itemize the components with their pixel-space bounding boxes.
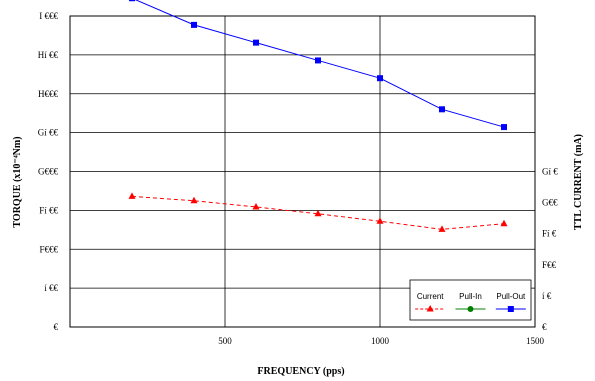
y-right-tick-label: Fí € <box>542 229 557 239</box>
legend-marker-pull-in <box>467 306 474 312</box>
y-tick-label: H€€€ <box>38 89 58 99</box>
y-axis-title: TORQUE (x10⁻⁴Nm) <box>12 136 23 227</box>
legend: Current Pull-In Pull-Out <box>409 279 532 321</box>
y-right-tick-label: € <box>542 322 547 332</box>
x-tick-label: 500 <box>218 336 232 346</box>
y-tick-label: F€€€ <box>39 244 58 254</box>
data-point-pull-out <box>501 124 507 131</box>
y-tick-label: I €€€ <box>39 11 58 21</box>
legend-box <box>409 279 532 321</box>
data-point-current <box>252 202 260 210</box>
data-point-current <box>314 209 322 217</box>
series-line-pull-out <box>134 0 505 128</box>
legend-marker-current <box>426 305 434 312</box>
gridlines <box>70 16 535 327</box>
x-axis-title: FREQUENCY (pps) <box>257 366 344 377</box>
legend-label-pull-in: Pull-In <box>459 292 482 301</box>
y-right-axis-title: TTL CURRENT (mA) <box>573 134 584 230</box>
y-tick-label: € <box>54 322 59 332</box>
y-tick-label: Gí €€ <box>38 128 59 138</box>
y-tick-label: Hí €€ <box>38 50 59 60</box>
x-tick-label: 1000 <box>371 336 390 346</box>
data-point-current <box>128 192 136 199</box>
y-right-tick-label: Gí € <box>542 167 558 177</box>
data-point-pull-out <box>253 39 259 46</box>
data-point-current <box>376 217 384 224</box>
y-tick-label: G€€€ <box>38 167 58 177</box>
plot-area <box>69 15 536 328</box>
data-point-pull-out <box>377 75 383 82</box>
x-tick-label: 1500 <box>526 336 545 346</box>
legend-label-pull-out: Pull-Out <box>496 292 526 301</box>
tick-labels: €í €€F€€€Fí €€G€€€Gí €€H€€€Hí €€I €€€500… <box>38 11 559 346</box>
y-right-tick-label: G€€ <box>542 198 558 208</box>
data-point-pull-out <box>191 21 197 28</box>
legend-label-current: Current <box>417 292 444 301</box>
legend-marker-pull-out <box>507 306 514 312</box>
y-tick-label: Fí €€ <box>39 205 58 215</box>
series <box>128 0 508 232</box>
data-point-pull-out <box>315 57 321 64</box>
data-point-current <box>438 225 446 232</box>
y-right-tick-label: í € <box>542 291 552 301</box>
y-tick-label: í €€ <box>44 283 58 293</box>
data-point-current <box>190 196 198 204</box>
y-right-tick-label: F€€ <box>542 260 557 270</box>
data-point-current <box>500 219 508 227</box>
data-point-pull-out <box>439 106 445 113</box>
data-point-pull-out <box>129 0 135 2</box>
